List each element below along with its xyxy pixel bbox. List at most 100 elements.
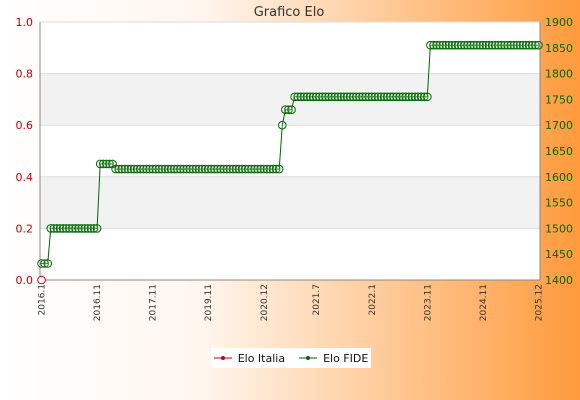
x-tick-label: 2023.11 bbox=[423, 284, 433, 321]
data-point-elo-fide bbox=[265, 164, 275, 174]
left-axis-ticks: 0.0 0.2 0.4 0.6 0.8 1.0 bbox=[16, 16, 34, 287]
data-point-elo-fide bbox=[484, 40, 494, 50]
data-point-elo-fide bbox=[361, 92, 370, 102]
data-point-elo-fide bbox=[376, 92, 386, 102]
data-point-elo-fide bbox=[287, 105, 296, 115]
data-point-elo-fide bbox=[327, 92, 336, 102]
plot-background bbox=[40, 22, 540, 280]
data-point-elo-fide bbox=[65, 224, 74, 233]
plot-band bbox=[40, 176, 540, 229]
right-tick-label: 1750 bbox=[545, 93, 573, 106]
data-point-elo-fide bbox=[500, 40, 509, 50]
data-point-elo-fide bbox=[531, 40, 540, 50]
left-tick-label: 0.2 bbox=[16, 222, 34, 235]
data-point-elo-fide bbox=[395, 92, 404, 102]
data-point-elo-fide bbox=[339, 92, 349, 102]
right-axis-ticks: 1400 1450 1500 1550 1600 1650 1700 1750 1800 1850… bbox=[545, 16, 573, 287]
data-point-elo-fide bbox=[256, 164, 265, 174]
data-point-elo-fide bbox=[447, 40, 457, 50]
data-point-elo-fide bbox=[355, 92, 364, 102]
data-point-elo-fide bbox=[404, 92, 414, 102]
data-point-elo-fide bbox=[151, 164, 161, 174]
data-point-elo-fide bbox=[494, 40, 503, 50]
data-point-elo-fide bbox=[89, 224, 99, 233]
data-point-elo-fide bbox=[490, 40, 500, 50]
right-tick-label: 1800 bbox=[545, 68, 573, 81]
data-point-elo-fide bbox=[61, 224, 71, 233]
data-point-elo-fide bbox=[382, 92, 392, 102]
legend-label-elo-fide: Elo FIDE bbox=[323, 351, 369, 365]
data-point-elo-fide bbox=[169, 164, 179, 174]
data-point-elo-fide bbox=[435, 40, 444, 50]
axes bbox=[39, 22, 541, 281]
data-point-elo-fide bbox=[432, 40, 441, 50]
data-point-elo-fide bbox=[281, 105, 290, 115]
data-point-elo-fide bbox=[206, 164, 216, 174]
data-point-elo-fide bbox=[111, 164, 120, 174]
data-point-elo-fide bbox=[305, 92, 315, 102]
legend-item-elo-fide[interactable]: Elo FIDE bbox=[299, 352, 368, 365]
data-point-elo-fide bbox=[173, 164, 182, 174]
data-point-elo-fide bbox=[487, 40, 497, 50]
data-point-elo-fide bbox=[228, 164, 238, 174]
data-point-elo-fide bbox=[98, 159, 108, 169]
data-point-elo-fide bbox=[311, 92, 321, 102]
data-point-elo-fide bbox=[345, 92, 355, 102]
series-elo-fide bbox=[37, 40, 543, 268]
data-point-elo-fide bbox=[163, 164, 173, 174]
data-point-elo-fide bbox=[219, 164, 228, 174]
data-point-elo-fide bbox=[80, 224, 90, 233]
data-point-elo-fide bbox=[497, 40, 506, 50]
right-tick-label: 1700 bbox=[545, 119, 573, 132]
data-point-elo-fide bbox=[203, 164, 213, 174]
data-point-elo-fide bbox=[416, 92, 426, 102]
data-point-elo-fide bbox=[475, 40, 485, 50]
data-point-elo-fide bbox=[293, 92, 303, 102]
data-point-elo-fide bbox=[182, 164, 191, 174]
plot-band bbox=[40, 73, 540, 126]
data-point-elo-fide bbox=[503, 40, 512, 50]
legend-label-elo-italia: Elo Italia bbox=[237, 351, 286, 365]
data-point-elo-fide bbox=[478, 40, 488, 50]
data-point-elo-fide bbox=[197, 164, 207, 174]
data-point-elo-fide bbox=[318, 92, 327, 102]
data-point-elo-fide bbox=[429, 40, 438, 50]
data-point-elo-fide bbox=[117, 164, 127, 174]
data-point-elo-fide bbox=[389, 92, 398, 102]
data-point-elo-fide bbox=[315, 92, 324, 102]
data-point-elo-fide bbox=[453, 40, 463, 50]
data-point-elo-fide bbox=[321, 92, 330, 102]
data-point-elo-fide bbox=[40, 259, 49, 268]
data-point-elo-fide bbox=[512, 40, 522, 50]
left-tick-label: 0.6 bbox=[16, 119, 34, 132]
data-point-elo-fide bbox=[413, 92, 423, 102]
data-point-elo-fide bbox=[55, 224, 65, 233]
x-tick-label: 2019.11 bbox=[204, 284, 214, 321]
legend-item-elo-italia[interactable]: Elo Italia bbox=[213, 351, 286, 365]
data-point-elo-fide bbox=[71, 224, 80, 233]
data-point-elo-fide bbox=[268, 164, 278, 174]
data-point-elo-fide bbox=[527, 40, 537, 50]
data-point-elo-fide bbox=[77, 224, 86, 233]
data-point-elo-fide bbox=[450, 40, 460, 50]
data-point-elo-fide bbox=[423, 92, 432, 102]
data-point-elo-fide bbox=[426, 40, 435, 50]
x-tick-label: 2016.1 bbox=[38, 284, 48, 316]
data-point-elo-fide bbox=[515, 40, 525, 50]
data-point-elo-fide bbox=[364, 92, 374, 102]
data-point-elo-fide bbox=[145, 164, 154, 174]
data-point-elo-fide bbox=[386, 92, 395, 102]
data-point-elo-fide bbox=[324, 92, 333, 102]
data-point-elo-fide bbox=[139, 164, 148, 174]
data-point-elo-fide bbox=[49, 224, 59, 233]
data-point-elo-fide bbox=[148, 164, 157, 174]
legend-swatch-elo-fide bbox=[299, 356, 318, 360]
data-point-elo-fide bbox=[302, 92, 312, 102]
data-point-elo-fide bbox=[120, 164, 130, 174]
data-point-elo-fide bbox=[225, 164, 235, 174]
data-point-elo-fide bbox=[277, 120, 287, 130]
data-point-elo-fide bbox=[46, 224, 56, 233]
data-point-elo-fide bbox=[37, 259, 46, 268]
data-point-elo-fide bbox=[102, 159, 111, 169]
right-tick-label: 1600 bbox=[545, 171, 573, 184]
